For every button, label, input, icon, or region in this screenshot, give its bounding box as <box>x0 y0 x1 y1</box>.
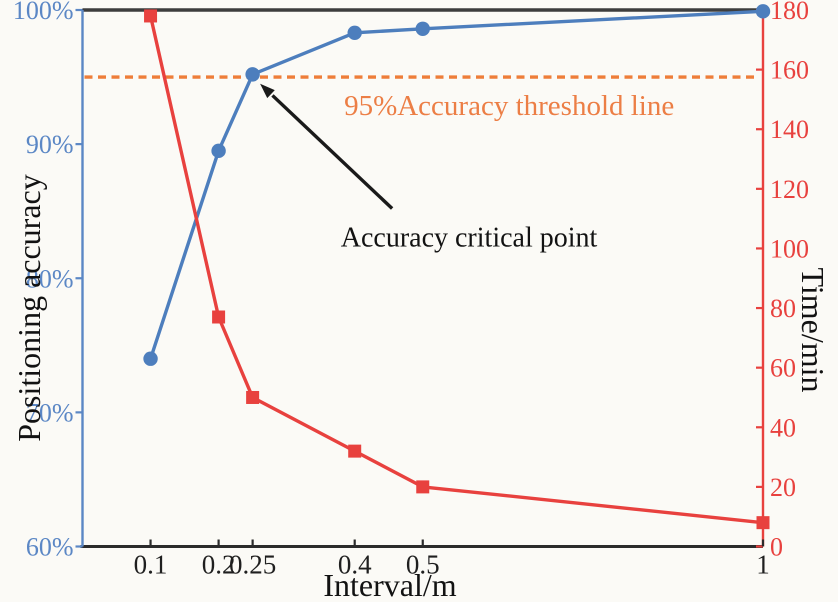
right-axis-tick-label: 160 <box>770 56 809 85</box>
right-axis-tick-label: 120 <box>770 175 809 204</box>
left-axis-tick-label: 80% <box>26 264 74 293</box>
left-axis-tick-label: 90% <box>26 130 74 159</box>
annotation-arrowhead <box>260 83 275 99</box>
right-axis-tick-label: 60 <box>770 354 796 383</box>
accuracy-data-point <box>347 25 362 41</box>
left-axis-title: Positioning accuracy <box>11 174 47 441</box>
x-axis-title: Interval/m <box>323 567 456 602</box>
accuracy-data-point <box>415 21 430 36</box>
time-series-line <box>148 15 764 525</box>
x-axis-tick-label: 1 <box>756 550 770 580</box>
left-axis-tick-label: 70% <box>26 398 74 427</box>
data-series-layer <box>143 4 771 530</box>
right-axis-tick-label: 180 <box>770 0 809 25</box>
right-axis-tick-label: 80 <box>770 294 796 323</box>
threshold-label: 95%Accuracy threshold line <box>344 90 674 122</box>
left-axis-tick-label: 100% <box>13 0 74 25</box>
axes-layer: 60% 70% 80% 90% 100% 0 20 40 60 80 100 120 140 160 180… <box>13 0 809 580</box>
annotation-arrow-line <box>271 94 394 210</box>
time-data-point <box>348 444 362 458</box>
annotation-arrow-layer <box>260 83 394 210</box>
x-axis-tick-label: 0.25 <box>229 550 276 580</box>
right-axis-title: Time/min <box>795 267 831 392</box>
time-data-point <box>416 480 430 494</box>
right-axis-tick-label: 20 <box>770 473 796 502</box>
x-axis-tick-label: 0.5 <box>406 550 440 580</box>
time-data-point <box>212 310 226 324</box>
time-data-point <box>756 516 770 530</box>
x-axis-tick-label: 0.1 <box>134 550 168 580</box>
x-axis-tick-label: 0.2 <box>202 550 236 580</box>
right-axis-tick-label: 140 <box>770 115 809 144</box>
time-data-point <box>246 390 260 404</box>
time-data-point <box>144 9 158 23</box>
accuracy-series-line <box>148 9 764 360</box>
accuracy-data-point <box>211 143 226 159</box>
right-axis-tick-label: 100 <box>770 234 809 263</box>
accuracy-data-point <box>755 4 771 19</box>
annotation-label: Accuracy critical point <box>341 223 598 254</box>
accuracy-data-point <box>143 351 158 366</box>
x-axis-tick-label: 0.4 <box>338 550 372 580</box>
right-axis-tick-label: 40 <box>770 413 796 442</box>
right-axis-tick-label: 0 <box>770 533 783 562</box>
left-axis-tick-label: 60% <box>26 533 74 562</box>
accuracy-data-point <box>245 67 260 82</box>
